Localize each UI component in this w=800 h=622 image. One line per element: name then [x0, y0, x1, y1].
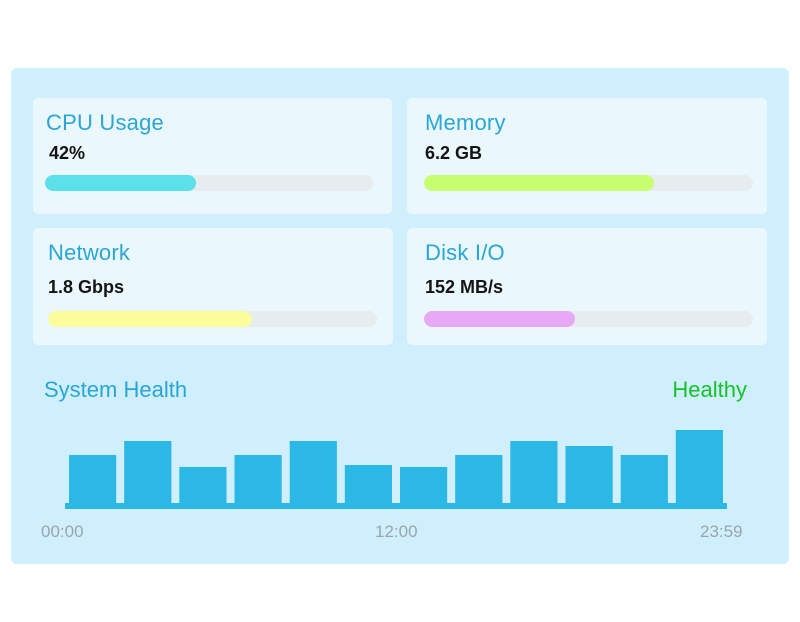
chart-bar-3 — [179, 467, 227, 509]
network-bar-track — [48, 311, 377, 327]
memory-title: Memory — [425, 110, 506, 135]
cpu-usage-bar-fill — [45, 175, 196, 191]
x-tick-label-end: 23:59 — [700, 522, 743, 541]
chart-bar-10 — [565, 446, 613, 509]
disk-io-bar-fill — [424, 311, 576, 327]
network-bar-fill — [48, 311, 252, 327]
dashboard-panel: CPU Usage 42% Memory 6.2 GB Network 1.8 … — [11, 68, 789, 564]
chart-bar-6 — [344, 465, 392, 509]
chart-bar-11 — [620, 455, 668, 509]
chart-bar-9 — [510, 441, 558, 509]
memory-card[interactable]: Memory 6.2 GB — [407, 98, 767, 214]
chart-bar-8 — [455, 455, 503, 509]
chart-bar-5 — [289, 441, 337, 509]
disk-io-value: 152 MB/s — [425, 277, 504, 297]
chart-bar-7 — [400, 467, 448, 509]
system-health-status: Healthy — [672, 377, 747, 402]
chart-bar-2 — [124, 441, 172, 509]
network-title: Network — [48, 240, 131, 265]
chart-bar-4 — [234, 455, 282, 509]
chart-bar-1 — [69, 455, 117, 509]
system-health-title: System Health — [44, 377, 188, 402]
x-tick-label-start: 00:00 — [41, 522, 84, 541]
cpu-usage-title: CPU Usage — [46, 110, 164, 135]
cpu-usage-bar-track — [45, 175, 373, 191]
memory-bar-track — [424, 175, 753, 191]
system-health-chart — [65, 430, 727, 509]
cpu-usage-card[interactable]: CPU Usage 42% — [33, 98, 392, 214]
chart-bar-12 — [675, 430, 723, 509]
disk-io-card[interactable]: Disk I/O 152 MB/s — [407, 228, 767, 345]
disk-io-bar-track — [424, 311, 753, 327]
chart-baseline — [65, 503, 727, 509]
disk-io-title: Disk I/O — [425, 240, 505, 265]
memory-value: 6.2 GB — [425, 143, 483, 163]
memory-bar-fill — [424, 175, 655, 191]
network-value: 1.8 Gbps — [48, 277, 125, 297]
cpu-usage-value: 42% — [49, 143, 86, 163]
network-card[interactable]: Network 1.8 Gbps — [33, 228, 393, 345]
x-tick-label-mid: 12:00 — [375, 522, 418, 541]
